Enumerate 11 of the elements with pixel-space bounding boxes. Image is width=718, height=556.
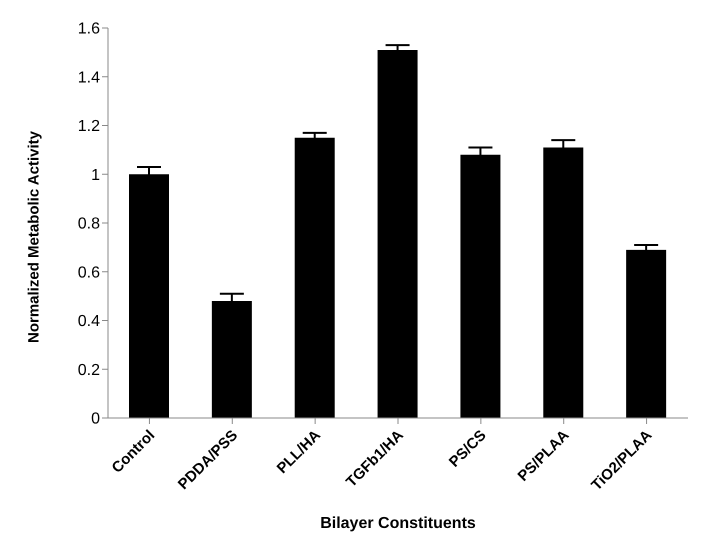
y-tick-label: 1 — [91, 166, 100, 184]
y-tick-label: 0.4 — [78, 313, 100, 330]
y-tick-label: 1.4 — [78, 69, 100, 86]
y-tick-label: 0.6 — [78, 264, 100, 282]
y-axis-title: Normalized Metabolic Activity — [25, 130, 42, 343]
y-tick-label: 1.2 — [78, 118, 100, 136]
x-axis-title: Bilayer Constituents — [320, 515, 476, 532]
y-tick-label: 0.2 — [78, 362, 100, 379]
y-tick-label: 0 — [91, 410, 100, 428]
y-tick-label: 0.8 — [78, 216, 100, 233]
y-tick-label: 1.6 — [78, 20, 100, 38]
